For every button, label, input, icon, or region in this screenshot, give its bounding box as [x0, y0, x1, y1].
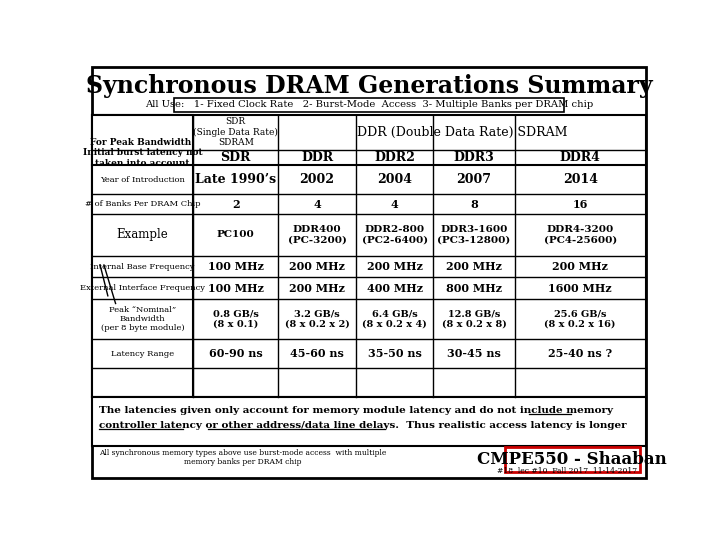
Text: DDR4: DDR4	[559, 151, 600, 164]
Text: 200 MHz: 200 MHz	[289, 282, 345, 294]
Text: 100 MHz: 100 MHz	[208, 261, 264, 272]
Text: 2004: 2004	[377, 173, 412, 186]
Text: DDR3: DDR3	[454, 151, 495, 164]
Text: 0.8 GB/s
(8 x 0.1): 0.8 GB/s (8 x 0.1)	[213, 309, 258, 329]
Text: DDR3-1600
(PC3-12800): DDR3-1600 (PC3-12800)	[437, 225, 510, 245]
Text: 12.8 GB/s
(8 x 0.2 x 8): 12.8 GB/s (8 x 0.2 x 8)	[441, 309, 506, 329]
Text: SDR
(Single Data Rate)
SDRAM: SDR (Single Data Rate) SDRAM	[193, 117, 278, 147]
Text: Example: Example	[117, 228, 168, 241]
Text: # of Banks Per DRAM Chip: # of Banks Per DRAM Chip	[85, 200, 200, 208]
Text: 25.6 GB/s
(8 x 0.2 x 16): 25.6 GB/s (8 x 0.2 x 16)	[544, 309, 616, 329]
Text: DDR2: DDR2	[374, 151, 415, 164]
Text: DDR400
(PC-3200): DDR400 (PC-3200)	[287, 225, 346, 245]
Text: DDR: DDR	[301, 151, 333, 164]
Text: All Use:   1- Fixed Clock Rate   2- Burst-Mode  Access  3- Multiple Banks per DR: All Use: 1- Fixed Clock Rate 2- Burst-Mo…	[145, 100, 593, 109]
Bar	[505, 448, 640, 472]
Text: 16: 16	[572, 199, 588, 210]
Text: DDR4-3200
(PC4-25600): DDR4-3200 (PC4-25600)	[544, 225, 617, 245]
Text: 200 MHz: 200 MHz	[366, 261, 423, 272]
Text: controller latency or other address/data line delays.  Thus realistic access lat: controller latency or other address/data…	[99, 421, 627, 430]
Bar	[92, 115, 646, 397]
Text: SDR: SDR	[220, 151, 251, 164]
Text: 60-90 ns: 60-90 ns	[209, 348, 263, 359]
Text: 200 MHz: 200 MHz	[446, 261, 502, 272]
Bar	[92, 115, 193, 397]
Text: Year of Introduction: Year of Introduction	[100, 176, 185, 184]
Text: DDR (Double Data Rate) SDRAM: DDR (Double Data Rate) SDRAM	[356, 126, 567, 139]
Text: 400 MHz: 400 MHz	[366, 282, 423, 294]
Text: 2014: 2014	[563, 173, 598, 186]
Text: Synchronous DRAM Generations Summary: Synchronous DRAM Generations Summary	[86, 75, 652, 98]
Text: For Peak Bandwidth:
Initial burst latency not
taken into account: For Peak Bandwidth: Initial burst latenc…	[83, 138, 202, 168]
Text: 4: 4	[313, 199, 321, 210]
Text: 200 MHz: 200 MHz	[552, 261, 608, 272]
Text: The latencies given only account for memory module latency and do not include me: The latencies given only account for mem…	[99, 406, 613, 415]
Text: Late 1990’s: Late 1990’s	[195, 173, 276, 186]
Text: 30-45 ns: 30-45 ns	[447, 348, 501, 359]
Text: 800 MHz: 800 MHz	[446, 282, 502, 294]
Bar	[92, 397, 646, 446]
Bar	[174, 98, 564, 112]
Text: 200 MHz: 200 MHz	[289, 261, 345, 272]
Text: 2002: 2002	[300, 173, 335, 186]
Text: Internal Base Frequency: Internal Base Frequency	[91, 262, 195, 271]
Text: All synchronous memory types above use burst-mode access  with multiple
memory b: All synchronous memory types above use b…	[99, 449, 387, 466]
Text: 4: 4	[391, 199, 398, 210]
Text: CMPE550 - Shaaban: CMPE550 - Shaaban	[477, 451, 667, 468]
Text: #18  lec #10  Fall 2017  11-14-2017: #18 lec #10 Fall 2017 11-14-2017	[497, 467, 637, 475]
Text: Latency Range: Latency Range	[111, 349, 174, 357]
Text: 25-40 ns ?: 25-40 ns ?	[548, 348, 612, 359]
Text: 3.2 GB/s
(8 x 0.2 x 2): 3.2 GB/s (8 x 0.2 x 2)	[284, 309, 349, 329]
Text: 45-60 ns: 45-60 ns	[290, 348, 344, 359]
Text: 8: 8	[470, 199, 478, 210]
Text: 35-50 ns: 35-50 ns	[368, 348, 421, 359]
Text: 100 MHz: 100 MHz	[208, 282, 264, 294]
Text: 2007: 2007	[456, 173, 492, 186]
Text: PC100: PC100	[217, 231, 255, 239]
Text: Peak “Nominal”
Bandwidth
(per 8 byte module): Peak “Nominal” Bandwidth (per 8 byte mod…	[101, 306, 184, 332]
Text: External Interface Frequency: External Interface Frequency	[80, 284, 205, 292]
Text: DDR2-800
(PC2-6400): DDR2-800 (PC2-6400)	[361, 225, 428, 245]
Text: 1600 MHz: 1600 MHz	[549, 282, 612, 294]
Text: 6.4 GB/s
(8 x 0.2 x 4): 6.4 GB/s (8 x 0.2 x 4)	[362, 309, 427, 329]
Text: 2: 2	[232, 199, 240, 210]
